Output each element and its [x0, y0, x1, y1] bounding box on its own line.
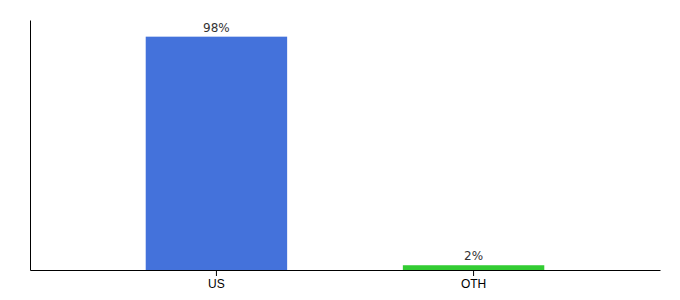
bars — [146, 37, 545, 270]
x-tick: US — [208, 270, 225, 291]
x-tick-mark — [216, 270, 217, 276]
data-labels: 98% 2% — [203, 21, 483, 264]
bar — [403, 265, 544, 270]
x-axis: US OTH — [31, 270, 661, 291]
data-label: 2% — [464, 249, 483, 263]
x-tick-mark — [473, 270, 474, 276]
x-axis-line — [31, 270, 661, 271]
y-axis-line — [30, 21, 31, 271]
data-label: 98% — [203, 21, 230, 35]
x-tick-label: OTH — [461, 277, 486, 291]
x-tick: OTH — [461, 270, 486, 291]
y-axis — [30, 21, 31, 271]
plot: US OTH 98% 2% — [31, 21, 661, 291]
x-tick-label: US — [208, 277, 225, 291]
bar — [146, 37, 287, 270]
chart: US OTH 98% 2% — [0, 0, 680, 300]
